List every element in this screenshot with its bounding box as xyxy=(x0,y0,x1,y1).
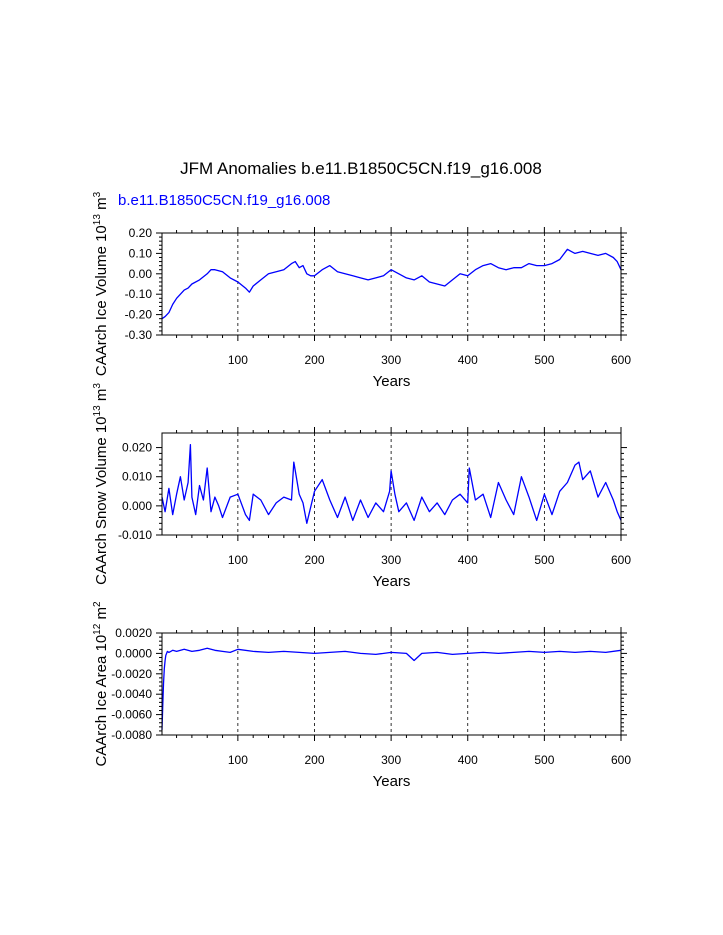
y-axis-label-name: CAArch Snow Volume 10 xyxy=(93,416,110,584)
y-tick-label: -0.0040 xyxy=(111,687,152,701)
x-tick-label: 400 xyxy=(458,553,478,567)
y-tick-label: 0.010 xyxy=(122,470,152,484)
y-tick-label: 0.0020 xyxy=(115,626,152,640)
y-tick-label: 0.10 xyxy=(129,246,153,260)
series-line xyxy=(161,444,622,524)
y-tick-label: 0.000 xyxy=(122,499,152,513)
x-tick-label: 600 xyxy=(611,753,631,767)
y-axis-label-units-exponent: 3 xyxy=(92,191,103,197)
x-tick-label: 100 xyxy=(228,753,248,767)
y-tick-label: 0.020 xyxy=(122,441,152,455)
x-tick-label: 500 xyxy=(534,553,554,567)
y-axis-label-exponent: 13 xyxy=(92,214,103,226)
panels-group: 100 200 300 400 500 600 -0.30 -0.20 -0.10 0.00 0.1… xyxy=(92,191,631,790)
x-axis-label: Years xyxy=(373,773,411,790)
y-axis-label-units-exponent: 2 xyxy=(92,601,103,607)
y-tick-label: -0.10 xyxy=(125,287,153,301)
x-tick-label: 300 xyxy=(381,553,401,567)
y-axis-label: CAArch Ice Volume 1013 m3 xyxy=(92,191,110,376)
x-axis-label: Years xyxy=(373,573,411,590)
chart-panel-2: 100 200 300 400 500 600 -0.010 0.000 0.010 0.020 Y… xyxy=(92,383,631,590)
series-line xyxy=(161,248,622,320)
x-tick-label: 300 xyxy=(381,753,401,767)
x-axis-label: Years xyxy=(373,373,411,390)
y-tick-label: -0.010 xyxy=(118,528,152,542)
y-tick-label: -0.20 xyxy=(125,308,153,322)
x-tick-label: 100 xyxy=(228,553,248,567)
y-axis-label-units: m xyxy=(93,607,110,624)
y-tick-label: -0.0080 xyxy=(111,728,152,742)
x-tick-label: 200 xyxy=(304,353,324,367)
x-tick-label: 400 xyxy=(458,753,478,767)
x-tick-label: 600 xyxy=(611,353,631,367)
y-axis-label-units: m xyxy=(93,197,110,214)
x-tick-label: 200 xyxy=(304,753,324,767)
figure-title: JFM Anomalies b.e11.B1850C5CN.f19_g16.00… xyxy=(180,159,542,178)
y-tick-label: -0.0020 xyxy=(111,667,152,681)
x-tick-label: 200 xyxy=(304,553,324,567)
chart-panel-3: 100 200 300 400 500 600 -0.0080 -0.0060 -0.0040 -… xyxy=(92,601,631,790)
chart-panel-1: 100 200 300 400 500 600 -0.30 -0.20 -0.10 0.00 0.1… xyxy=(92,191,631,390)
y-axis-label: CAArch Ice Area 1012 m2 xyxy=(92,601,110,767)
y-tick-label: 0.00 xyxy=(129,267,153,281)
x-tick-label: 100 xyxy=(228,353,248,367)
y-axis-label-units-exponent: 3 xyxy=(92,383,103,389)
series-subtitle: b.e11.B1850C5CN.f19_g16.008 xyxy=(118,192,330,209)
y-axis-label-name: CAArch Ice Area 10 xyxy=(93,635,110,767)
y-axis-label-name: CAArch Ice Volume 10 xyxy=(93,225,110,376)
series-line xyxy=(161,647,622,730)
x-tick-label: 500 xyxy=(534,353,554,367)
y-tick-label: -0.0060 xyxy=(111,708,152,722)
y-axis-label-exponent: 12 xyxy=(92,623,103,635)
y-axis-label-units: m xyxy=(93,389,110,406)
y-tick-label: -0.30 xyxy=(125,328,153,342)
x-tick-label: 300 xyxy=(381,353,401,367)
y-axis-label-exponent: 13 xyxy=(92,405,103,417)
y-tick-label: 0.20 xyxy=(129,226,153,240)
x-tick-label: 400 xyxy=(458,353,478,367)
y-axis-label: CAArch Snow Volume 1013 m3 xyxy=(92,383,110,585)
x-tick-label: 600 xyxy=(611,553,631,567)
y-tick-label: 0.0000 xyxy=(115,646,152,660)
x-tick-label: 500 xyxy=(534,753,554,767)
